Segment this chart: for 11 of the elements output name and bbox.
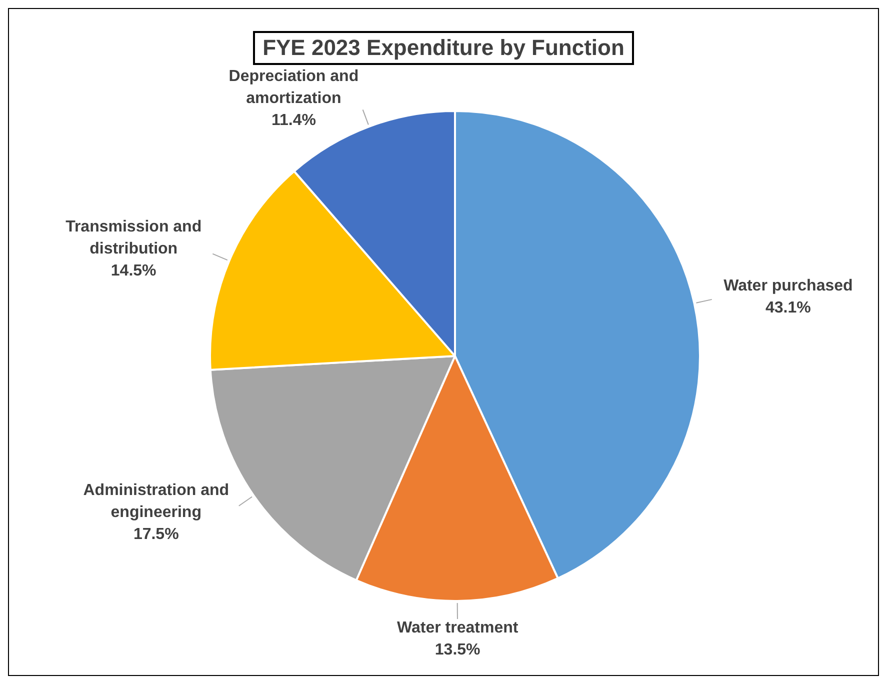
chart-title: FYE 2023 Expenditure by Function [252,31,634,65]
slice-label: Water treatment [396,619,519,636]
slice-label: Water purchased [724,277,853,294]
data-label: 13.5% [434,641,480,658]
slice-label: Depreciation and amortization [228,68,359,107]
data-label: 17.5% [133,526,179,544]
slice-label: Administration and engineering [83,482,230,522]
data-label: 11.4% [271,112,316,129]
data-label: 43.1% [765,299,811,316]
data-label: 14.5% [110,262,156,280]
slice-label: Transmission and distribution [66,218,202,258]
